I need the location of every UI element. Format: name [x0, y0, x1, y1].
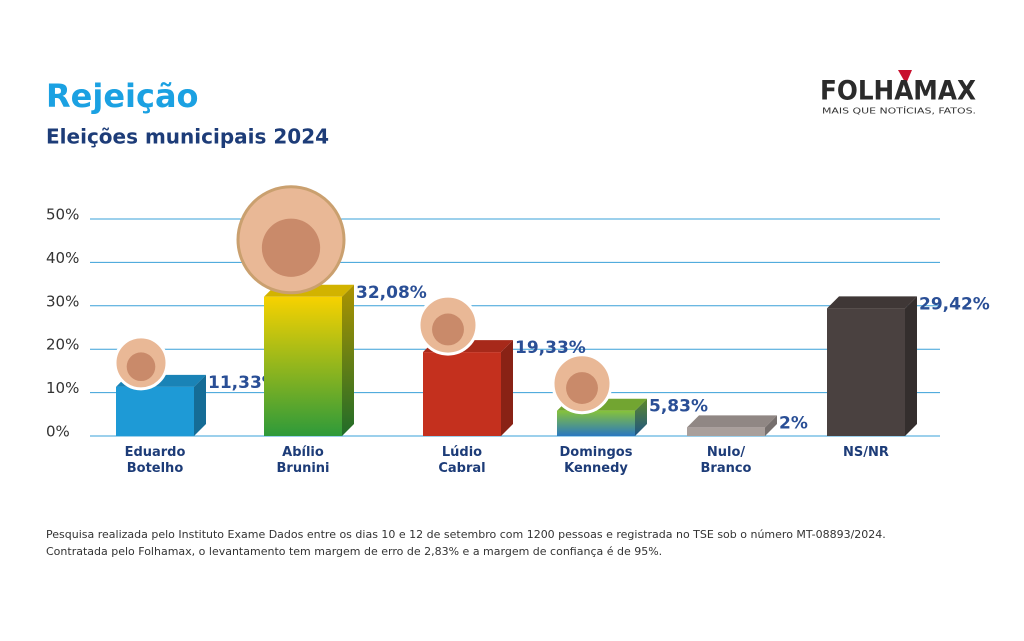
bar-front	[423, 352, 501, 436]
photo-face	[261, 218, 321, 277]
bar-side	[635, 398, 647, 436]
data-label: 19,33%	[515, 338, 586, 358]
bar-side	[342, 284, 354, 436]
data-label: 11,33%	[208, 373, 279, 393]
photo-face	[432, 313, 464, 346]
y-tick-label: 30%	[46, 292, 79, 310]
y-tick-label: 40%	[46, 249, 79, 267]
y-tick-label: 20%	[46, 336, 79, 354]
bar-side	[905, 296, 917, 436]
chart-subtitle: Eleições municipais 2024	[46, 125, 329, 149]
y-tick-label: 50%	[46, 206, 79, 224]
bar-front	[687, 427, 765, 436]
bar-top	[827, 296, 917, 309]
logo-name: FOLHAMAX	[820, 76, 976, 107]
x-tick-label: Eduardo Botelho	[125, 445, 186, 476]
bar-front	[116, 386, 194, 436]
x-tick-label: Nulo/Branco	[701, 445, 752, 476]
x-tick-label: NS/NR	[843, 445, 889, 460]
bar-side	[501, 340, 513, 436]
data-label: 32,08%	[356, 283, 427, 303]
x-tick-label: Lúdio Cabral	[438, 445, 485, 476]
bar	[264, 284, 354, 436]
logo-tagline: MAIS QUE NOTÍCIAS, FATOS.	[822, 105, 976, 116]
logo-mark	[898, 70, 912, 84]
bar-top	[687, 415, 777, 428]
y-tick-label: 10%	[46, 379, 79, 397]
bar	[423, 340, 513, 436]
data-label: 2%	[779, 413, 808, 433]
bar-side	[765, 415, 777, 436]
photo-face	[566, 372, 598, 404]
data-label: 29,42%	[919, 294, 990, 314]
data-label: 5,83%	[649, 397, 708, 417]
bar	[827, 296, 917, 436]
chart-title: Rejeição	[46, 77, 199, 115]
bar-front	[557, 410, 635, 436]
y-tick-label: 0%	[46, 423, 70, 441]
x-tick-label: Abílio Brunini	[277, 445, 330, 476]
bar-side	[194, 374, 206, 436]
footnote: Pesquisa realizada pelo Instituto Exame …	[46, 528, 886, 541]
photo-face	[126, 352, 156, 382]
bar-front	[827, 308, 905, 436]
bar	[687, 415, 777, 436]
footnote: Contratada pelo Folhamax, o levantamento…	[46, 545, 662, 558]
bar-front	[264, 296, 342, 436]
x-tick-label: Domingos Kennedy	[560, 445, 633, 476]
